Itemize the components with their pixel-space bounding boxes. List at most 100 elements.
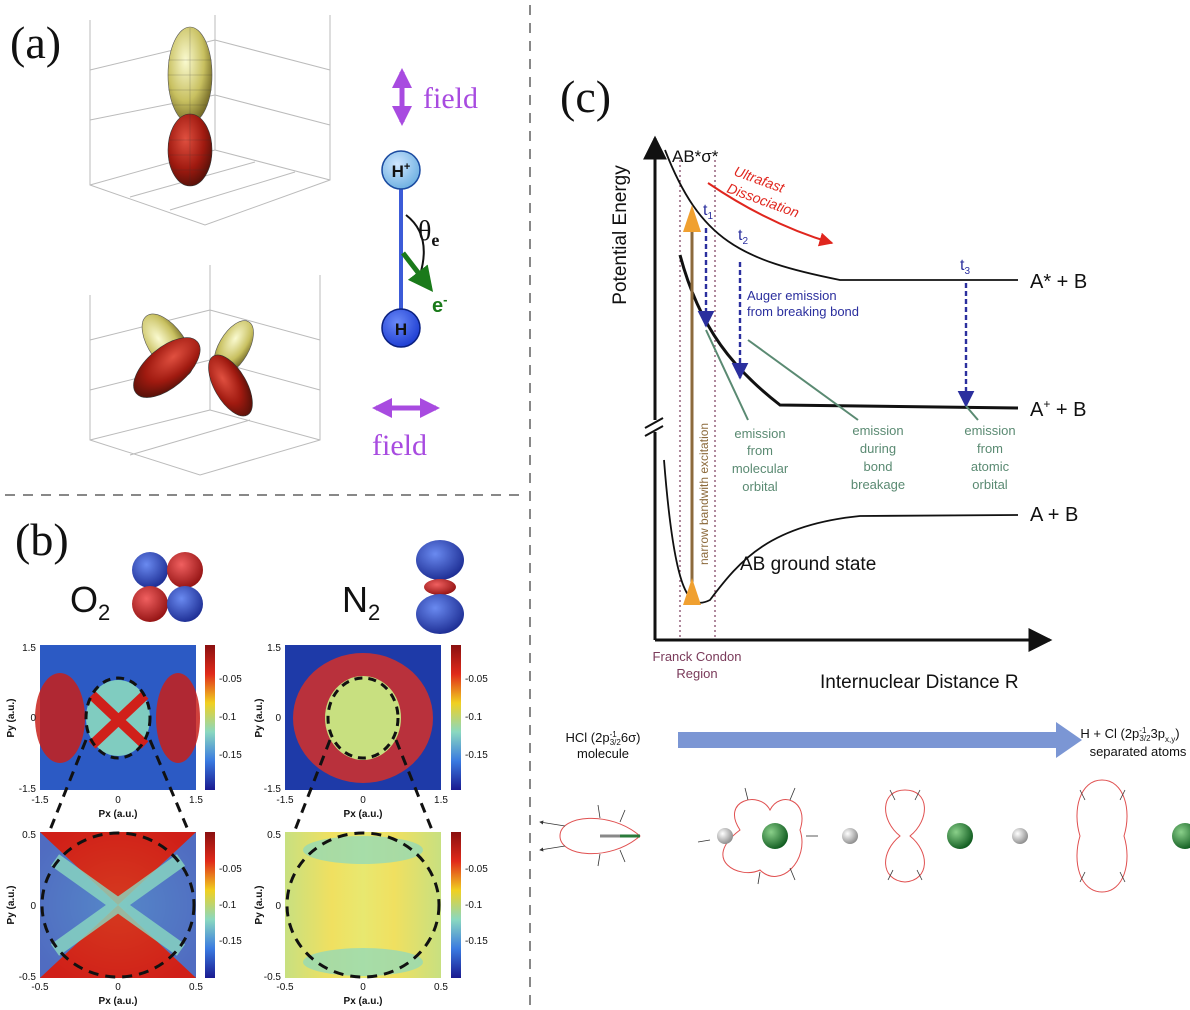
text-line: bond: [864, 459, 893, 474]
tick: -0.15: [465, 936, 488, 947]
n2-bottom-ylabel: Py (a.u.): [254, 886, 265, 925]
h-atom: [381, 308, 421, 348]
tick: 0: [360, 795, 366, 806]
cl-atom-icon: [762, 823, 788, 849]
cl-atom-icon: [1172, 823, 1190, 849]
h-atom-label: H: [395, 320, 407, 339]
emission-atom-text: emission from atomic orbital: [964, 423, 1015, 492]
emission-lines: [705, 329, 979, 421]
a-b-label: A + B: [1030, 504, 1078, 526]
tick: 0.5: [189, 982, 203, 993]
o2-orbital-icon: [132, 552, 203, 622]
n2-orbital-icon: [416, 540, 464, 634]
tick: -0.1: [465, 712, 483, 723]
text-line: orbital: [742, 479, 778, 494]
panel-c-label: (c): [560, 71, 611, 122]
panel-dividers: [5, 5, 531, 1005]
cl-atom-icon: [947, 823, 973, 849]
tick: -0.1: [465, 900, 483, 911]
dz-orbital-lobes: [167, 26, 213, 187]
h-atom-icon: [1012, 828, 1028, 844]
tick: -1.5: [31, 795, 49, 806]
ab-excited-label: AB*σ*: [672, 147, 719, 166]
o2-top-colorbar: [205, 645, 215, 790]
tick: -0.05: [465, 864, 488, 875]
x-axis-label: Internuclear Distance R: [820, 672, 1019, 693]
emission-mol-text: emission from molecular orbital: [732, 426, 789, 494]
separated-atoms-label-2: separated atoms: [1090, 744, 1187, 759]
electron-label: e-: [432, 292, 447, 317]
tick: 0: [115, 795, 121, 806]
panel-a-label: (a): [10, 17, 61, 68]
tick: -0.15: [219, 936, 242, 947]
theta-label: θe: [418, 216, 439, 250]
hcl-snapshot-1: [539, 804, 641, 867]
h-plus-label: H+: [392, 161, 411, 181]
narrow-bandwidth-label: narrow bandwith excitation: [697, 423, 711, 565]
text-line: during: [860, 441, 896, 456]
auger-label-1: Auger emission: [747, 288, 837, 303]
tick: 0.5: [22, 830, 36, 841]
panel-b: (b) O2 N2: [6, 514, 488, 1007]
n2-bottom-colorbar: [451, 832, 461, 978]
text-line: atomic: [971, 459, 1010, 474]
n2-top-colorbar: [451, 645, 461, 790]
text-line: emission: [852, 423, 903, 438]
axis-break: [644, 417, 665, 437]
tick: -0.5: [276, 982, 294, 993]
tick: -0.05: [219, 864, 242, 875]
o2-momentum-map: [35, 645, 200, 790]
tick: 0.5: [434, 982, 448, 993]
franck-condon-lines: [679, 160, 716, 640]
n2-zoom-map: [285, 831, 441, 979]
tick: 1.5: [267, 643, 281, 654]
h-atom-icon: [842, 828, 858, 844]
text-line: from: [747, 443, 773, 458]
hcl-snapshot-2: [697, 787, 818, 885]
text-line: emission: [734, 426, 785, 441]
t2-label: t2: [738, 227, 748, 247]
tick: -0.5: [264, 972, 282, 983]
o2-bottom-ylabel: Py (a.u.): [6, 886, 17, 925]
panel-a-top-box: [89, 15, 331, 226]
hcl-molecule-label-1: HCl (2p-1 3/26σ): [566, 730, 641, 747]
panel-a-bottom-box: [89, 265, 321, 476]
tick: 0: [275, 713, 281, 724]
tick: -1.5: [276, 795, 294, 806]
tick: 0.5: [267, 830, 281, 841]
panel-a: (a): [10, 15, 478, 476]
n2-momentum-map: [285, 645, 441, 790]
h-plus-atom: [381, 150, 421, 190]
tick: 0: [30, 713, 36, 724]
field-label-top: field: [423, 82, 478, 115]
o2-bottom-xlabel: Px (a.u.): [99, 996, 138, 1007]
panel-c: (c) Potential Energy Internuclear Distan…: [539, 71, 1190, 893]
a-star-b-label: A* + B: [1030, 271, 1087, 293]
tick: -1.5: [19, 784, 37, 795]
ultrafast-arrow: [707, 182, 834, 247]
t1-label: t1: [703, 202, 713, 222]
ion-state-curve: [678, 254, 1019, 410]
panel-b-axes-text: 1.5 0 -1.5 -1.5 0 1.5 Px (a.u.) Py (a.u.…: [6, 643, 488, 1007]
tick: -0.5: [19, 972, 37, 983]
a-plus-b-label: A+ + B: [1030, 397, 1087, 421]
text-line: breakage: [851, 477, 905, 492]
t3-label: t3: [960, 257, 970, 277]
tick: -0.5: [31, 982, 49, 993]
excitation-arrowhead-bottom: [683, 578, 701, 605]
hcl-molecule-label-2: molecule: [577, 746, 629, 761]
text-line: emission: [964, 423, 1015, 438]
n2-bottom-xlabel: Px (a.u.): [344, 996, 383, 1007]
franck-condon-label-2: Region: [676, 666, 717, 681]
tick: -0.15: [465, 750, 488, 761]
evolution-arrow-body: [678, 732, 1058, 748]
y-axis-label: Potential Energy: [610, 165, 631, 305]
text-line: molecular: [732, 461, 789, 476]
auger-arrows: [697, 228, 975, 408]
tick: 0: [115, 982, 121, 993]
excitation-arrowhead-top: [683, 205, 701, 232]
ground-state-curve: [663, 459, 1019, 604]
h-atom-icon: [717, 828, 733, 844]
o2-bottom-colorbar: [205, 832, 215, 978]
